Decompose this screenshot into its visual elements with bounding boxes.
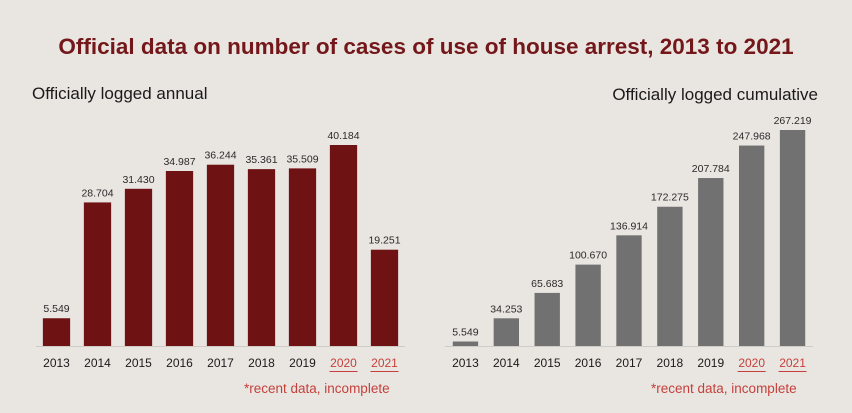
annual-tick-label-2019: 2019 <box>289 356 316 370</box>
cumulative-tick-label-2020: 2020 <box>738 356 765 370</box>
cumulative-bar-2014 <box>493 318 520 346</box>
cumulative-tick-label-2017: 2017 <box>616 356 643 370</box>
cumulative-value-label-2014: 34.253 <box>490 303 522 315</box>
cumulative-bar-2018 <box>657 206 683 346</box>
cumulative-value-label-2021: 267.219 <box>774 115 812 127</box>
cumulative-bar-2016 <box>575 264 601 346</box>
annual-value-label-2014: 28.704 <box>81 187 113 199</box>
cumulative-value-label-2015: 65.683 <box>531 278 563 290</box>
cumulative-value-label-2018: 172.275 <box>651 192 689 204</box>
annual-value-label-2016: 34.987 <box>163 156 195 168</box>
annual-bar-2016 <box>165 170 194 346</box>
cumulative-bar-2021 <box>779 130 806 346</box>
cumulative-tick-label-2013: 2013 <box>452 356 479 370</box>
annual-tick-label-2021: 2021 <box>371 356 398 370</box>
annual-value-label-2021: 19.251 <box>368 235 400 247</box>
annual-bar-2020 <box>329 145 358 346</box>
cumulative-bar-2020 <box>738 145 765 346</box>
main-title: Official data on number of cases of use … <box>58 34 794 59</box>
annual-bar-2019 <box>288 168 317 346</box>
annual-bar-2018 <box>247 169 276 346</box>
annual-value-label-2013: 5.549 <box>43 303 69 315</box>
cumulative-tick-label-2021: 2021 <box>779 356 806 370</box>
cumulative-bar-2013 <box>452 341 479 346</box>
cumulative-bar-2017 <box>616 235 642 346</box>
annual-value-label-2015: 31.430 <box>122 174 154 186</box>
annual-value-label-2019: 35.509 <box>286 153 318 165</box>
annual-bar-2015 <box>124 188 153 346</box>
cumulative-value-label-2019: 207.784 <box>692 163 730 175</box>
annual-tick-label-2016: 2016 <box>166 356 193 370</box>
annual-value-label-2017: 36.244 <box>204 150 236 162</box>
annual-bar-2013 <box>42 318 71 346</box>
cumulative-tick-label-2015: 2015 <box>534 356 561 370</box>
annual-bar-2017 <box>206 164 235 346</box>
cumulative-value-label-2013: 5.549 <box>452 327 478 339</box>
cumulative-incomplete-note: *recent data, incomplete <box>651 381 797 396</box>
annual-tick-label-2017: 2017 <box>207 356 234 370</box>
cumulative-tick-label-2016: 2016 <box>575 356 602 370</box>
cumulative-value-label-2016: 100.670 <box>569 250 607 262</box>
annual-tick-label-2020: 2020 <box>330 356 357 370</box>
annual-value-label-2018: 35.361 <box>245 154 277 166</box>
annual-value-label-2020: 40.184 <box>327 130 359 142</box>
annual-tick-label-2015: 2015 <box>125 356 152 370</box>
annual-tick-label-2018: 2018 <box>248 356 275 370</box>
cumulative-chart-title: Officially logged cumulative <box>612 85 818 104</box>
cumulative-value-label-2020: 247.968 <box>733 131 771 143</box>
annual-bar-2014 <box>83 202 112 346</box>
cumulative-tick-label-2019: 2019 <box>697 356 724 370</box>
cumulative-tick-label-2018: 2018 <box>657 356 684 370</box>
cumulative-bar-2015 <box>534 292 560 346</box>
annual-incomplete-note: *recent data, incomplete <box>244 381 390 396</box>
cumulative-bar-2019 <box>698 178 724 346</box>
annual-chart-title: Officially logged annual <box>32 84 208 103</box>
annual-tick-label-2013: 2013 <box>43 356 70 370</box>
annual-bar-2021 <box>370 249 399 346</box>
cumulative-value-label-2017: 136.914 <box>610 220 648 232</box>
annual-tick-label-2014: 2014 <box>84 356 111 370</box>
cumulative-tick-label-2014: 2014 <box>493 356 520 370</box>
